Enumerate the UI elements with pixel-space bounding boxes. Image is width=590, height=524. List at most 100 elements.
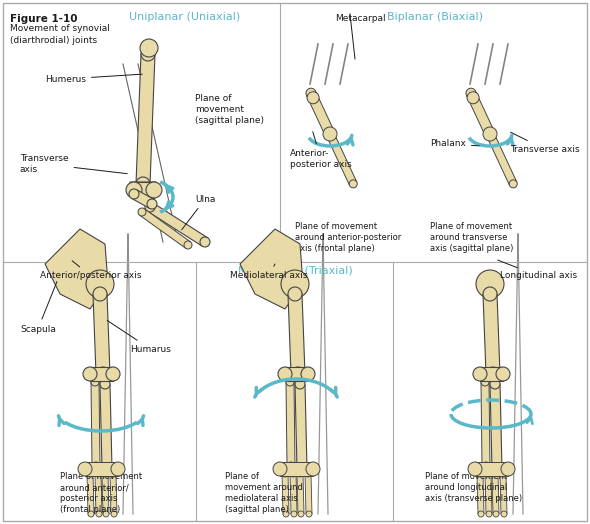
- Text: Phalanx: Phalanx: [430, 139, 479, 148]
- Text: Figure 1-10: Figure 1-10: [10, 14, 77, 24]
- Text: Plane of movement
around anterior/
posterior axis
(frontal plane): Plane of movement around anterior/ poste…: [60, 472, 142, 514]
- Circle shape: [468, 462, 482, 476]
- Circle shape: [492, 464, 502, 474]
- Circle shape: [295, 379, 305, 389]
- Circle shape: [102, 471, 108, 477]
- Polygon shape: [87, 474, 94, 514]
- Text: Uniplanar (Uniaxial): Uniplanar (Uniaxial): [129, 12, 241, 22]
- Polygon shape: [100, 384, 112, 469]
- Circle shape: [306, 88, 316, 98]
- Circle shape: [486, 130, 494, 138]
- Circle shape: [138, 208, 146, 216]
- Circle shape: [126, 182, 142, 198]
- Circle shape: [145, 202, 155, 212]
- Text: Movement of synovial
(diarthrodial) joints: Movement of synovial (diarthrodial) join…: [10, 24, 110, 45]
- Circle shape: [486, 511, 492, 517]
- Polygon shape: [485, 474, 492, 514]
- Circle shape: [111, 462, 125, 476]
- Circle shape: [282, 471, 288, 477]
- Circle shape: [501, 511, 507, 517]
- Circle shape: [87, 471, 93, 477]
- Circle shape: [492, 471, 498, 477]
- Text: Biplanar (Biaxial): Biplanar (Biaxial): [387, 12, 483, 22]
- Text: Transverse axis: Transverse axis: [510, 132, 579, 154]
- Polygon shape: [148, 203, 208, 246]
- Polygon shape: [110, 474, 117, 514]
- Polygon shape: [486, 132, 517, 185]
- Circle shape: [306, 511, 312, 517]
- Text: Mediolateral axis: Mediolateral axis: [230, 264, 307, 280]
- Circle shape: [146, 182, 162, 198]
- Circle shape: [140, 39, 158, 57]
- Circle shape: [485, 471, 491, 477]
- Polygon shape: [95, 474, 102, 514]
- Text: Ulna: Ulna: [182, 194, 215, 230]
- Text: Longitudinal axis: Longitudinal axis: [497, 260, 577, 280]
- Circle shape: [306, 462, 320, 476]
- Circle shape: [91, 378, 99, 386]
- Polygon shape: [295, 384, 307, 469]
- Text: Anterior/posterior axis: Anterior/posterior axis: [40, 261, 142, 280]
- Circle shape: [476, 270, 504, 298]
- Circle shape: [96, 511, 102, 517]
- Polygon shape: [288, 294, 305, 374]
- Circle shape: [83, 367, 97, 381]
- Circle shape: [349, 180, 357, 188]
- Circle shape: [95, 471, 101, 477]
- Circle shape: [482, 462, 490, 470]
- Text: Plane of
movement
(sagittal plane): Plane of movement (sagittal plane): [195, 94, 264, 125]
- Polygon shape: [306, 91, 335, 136]
- Circle shape: [485, 129, 495, 139]
- Circle shape: [307, 92, 319, 104]
- Circle shape: [298, 511, 304, 517]
- Circle shape: [141, 47, 155, 61]
- Circle shape: [93, 287, 107, 301]
- Circle shape: [78, 462, 92, 476]
- Polygon shape: [85, 462, 118, 476]
- Polygon shape: [477, 474, 484, 514]
- Text: Humerus: Humerus: [45, 74, 142, 83]
- Circle shape: [483, 127, 497, 141]
- Circle shape: [88, 511, 94, 517]
- Circle shape: [184, 241, 192, 249]
- Circle shape: [86, 270, 114, 298]
- Circle shape: [301, 367, 315, 381]
- Circle shape: [477, 471, 483, 477]
- Text: Plane of movement
around longitudinal
axis (transverse plane): Plane of movement around longitudinal ax…: [425, 472, 522, 503]
- Polygon shape: [280, 462, 313, 476]
- Polygon shape: [136, 54, 155, 184]
- Polygon shape: [305, 474, 312, 514]
- Circle shape: [500, 471, 506, 477]
- Polygon shape: [483, 294, 500, 374]
- Circle shape: [509, 180, 517, 188]
- Circle shape: [290, 471, 296, 477]
- Circle shape: [481, 378, 489, 386]
- Polygon shape: [93, 294, 110, 374]
- Text: Metacarpal: Metacarpal: [335, 14, 386, 23]
- Circle shape: [297, 464, 307, 474]
- Polygon shape: [475, 462, 508, 476]
- Circle shape: [467, 92, 479, 104]
- Polygon shape: [326, 132, 357, 185]
- Polygon shape: [91, 382, 100, 466]
- Polygon shape: [240, 229, 303, 309]
- Circle shape: [496, 367, 510, 381]
- Circle shape: [281, 270, 309, 298]
- Circle shape: [200, 237, 210, 247]
- Circle shape: [297, 471, 303, 477]
- Text: Humarus: Humarus: [107, 321, 171, 354]
- Circle shape: [96, 367, 110, 381]
- Polygon shape: [45, 229, 108, 309]
- Circle shape: [136, 177, 150, 191]
- Polygon shape: [90, 367, 113, 381]
- Circle shape: [501, 462, 515, 476]
- Circle shape: [291, 367, 305, 381]
- Circle shape: [325, 129, 335, 139]
- Polygon shape: [285, 367, 308, 381]
- Text: Plane of
movement around
mediolateral axis
(sagittal plane): Plane of movement around mediolateral ax…: [225, 472, 303, 514]
- Circle shape: [473, 367, 487, 381]
- Circle shape: [287, 462, 295, 470]
- Polygon shape: [140, 209, 191, 248]
- Polygon shape: [290, 474, 297, 514]
- Circle shape: [283, 511, 289, 517]
